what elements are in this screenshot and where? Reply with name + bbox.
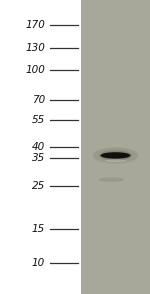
Bar (81, 250, 150, 255)
Bar (81, 167, 150, 171)
Bar (81, 274, 150, 279)
Bar (81, 171, 150, 176)
Bar (81, 240, 150, 245)
Bar (81, 103, 150, 108)
Bar (81, 59, 150, 64)
Bar (81, 69, 150, 74)
Bar (81, 191, 150, 196)
Text: 25: 25 (32, 181, 45, 191)
Text: 15: 15 (32, 224, 45, 234)
Ellipse shape (105, 159, 126, 162)
Bar (81, 289, 150, 294)
Bar (81, 235, 150, 240)
Bar (81, 270, 150, 274)
Bar (81, 98, 150, 103)
Ellipse shape (100, 152, 130, 159)
Bar (81, 78, 150, 83)
Bar (81, 284, 150, 289)
Bar (81, 88, 150, 93)
Bar (81, 0, 150, 5)
Bar (81, 49, 150, 54)
Bar (81, 162, 150, 167)
Bar (81, 39, 150, 44)
Bar (81, 34, 150, 39)
Bar (81, 93, 150, 98)
Bar (81, 186, 150, 191)
Text: 100: 100 (25, 65, 45, 75)
Bar (81, 108, 150, 113)
Bar (81, 123, 150, 127)
Bar (81, 142, 150, 147)
Bar (81, 157, 150, 162)
Bar (81, 29, 150, 34)
Text: 55: 55 (32, 115, 45, 125)
Bar (81, 216, 150, 220)
Ellipse shape (93, 147, 138, 163)
Text: 35: 35 (32, 153, 45, 163)
Bar (81, 64, 150, 69)
Bar (81, 260, 150, 265)
Bar (81, 181, 150, 186)
Bar (81, 118, 150, 123)
Bar (81, 245, 150, 250)
Bar (81, 225, 150, 230)
Text: 130: 130 (25, 43, 45, 53)
Bar (81, 132, 150, 137)
Text: 170: 170 (25, 20, 45, 30)
Bar (81, 24, 150, 29)
Bar (81, 147, 150, 152)
Text: 40: 40 (32, 142, 45, 152)
Bar (81, 20, 150, 24)
Text: 10: 10 (32, 258, 45, 268)
Bar (81, 10, 150, 15)
Bar (81, 230, 150, 235)
Ellipse shape (98, 177, 124, 182)
Text: 70: 70 (32, 95, 45, 105)
Bar (81, 255, 150, 260)
Bar (81, 176, 150, 181)
Bar (81, 220, 150, 225)
Ellipse shape (99, 150, 132, 161)
Bar (81, 137, 150, 142)
Bar (81, 44, 150, 49)
Bar (81, 206, 150, 211)
Bar (81, 201, 150, 206)
Bar (81, 15, 150, 20)
Bar (81, 83, 150, 88)
Bar (81, 211, 150, 216)
Bar (81, 279, 150, 284)
Bar (81, 152, 150, 157)
Bar (81, 5, 150, 10)
Bar (81, 196, 150, 201)
Bar (81, 54, 150, 59)
Bar (81, 127, 150, 132)
Bar (81, 113, 150, 118)
Bar (81, 74, 150, 78)
Bar (81, 0, 150, 294)
Bar (81, 265, 150, 270)
